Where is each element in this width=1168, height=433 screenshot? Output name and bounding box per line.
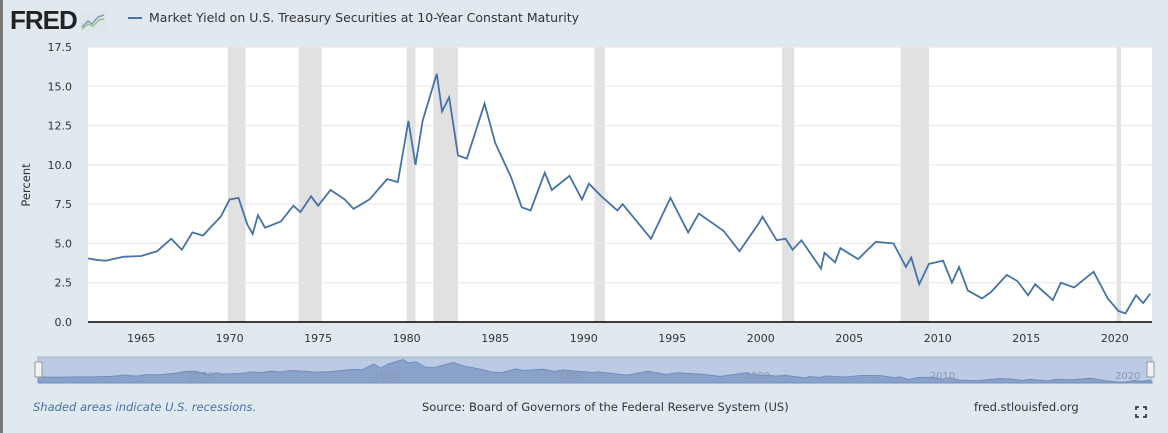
recession-note: Shaded areas indicate U.S. recessions. xyxy=(33,400,257,414)
y-tick-label: 17.5 xyxy=(48,41,73,54)
navigator-handle[interactable] xyxy=(34,361,43,378)
x-tick-label: 2000 xyxy=(747,332,775,345)
fred-logo[interactable]: FRED xyxy=(10,5,106,36)
y-tick-label: 12.5 xyxy=(48,120,73,133)
x-tick-label: 1965 xyxy=(127,332,155,345)
recession-band xyxy=(781,47,795,322)
legend-swatch xyxy=(128,16,142,19)
logo-text: FRED xyxy=(10,5,78,35)
source-text: Source: Board of Governors of the Federa… xyxy=(422,400,789,414)
recession-band xyxy=(433,47,459,322)
y-tick-label: 7.5 xyxy=(55,198,73,211)
chart: 0.0 2.5 5.0 7.5 10.0 12.5 15.0 17.5 1965 1970 1975… xyxy=(19,41,1155,384)
navigator-handle[interactable] xyxy=(1146,361,1155,378)
recession-band xyxy=(406,47,416,322)
recession-band xyxy=(298,47,322,322)
legend-item[interactable]: Market Yield on U.S. Treasury Securities… xyxy=(128,10,579,25)
recession-band xyxy=(1116,47,1122,322)
navigator-label: 2020 xyxy=(1115,371,1140,382)
x-tick-label: 1975 xyxy=(304,332,332,345)
x-tick-label: 1980 xyxy=(393,332,421,345)
navigator-label: 1990 xyxy=(559,371,584,382)
x-tick-label: 1995 xyxy=(658,332,686,345)
x-tick-label: 1985 xyxy=(481,332,509,345)
y-tick-label: 5.0 xyxy=(55,237,73,250)
x-tick-label: 2005 xyxy=(835,332,863,345)
recession-band xyxy=(594,47,605,322)
legend-label: Market Yield on U.S. Treasury Securities… xyxy=(149,10,580,25)
x-tick-label: 1970 xyxy=(216,332,244,345)
x-tick-label: 2020 xyxy=(1101,332,1129,345)
recession-band xyxy=(900,47,929,322)
fullscreen-icon[interactable] xyxy=(1135,406,1147,418)
navigator-label: 2000 xyxy=(744,371,769,382)
window-edge xyxy=(0,0,3,433)
navigator-label: 2010 xyxy=(930,371,955,382)
y-tick-label: 2.5 xyxy=(55,277,73,290)
chart-logo-icon xyxy=(79,11,106,31)
navigator-label: 1980 xyxy=(374,371,399,382)
x-tick-label: 2015 xyxy=(1012,332,1040,345)
y-axis-label: Percent xyxy=(19,163,33,207)
site-link[interactable]: fred.stlouisfed.org xyxy=(974,400,1079,414)
recession-band xyxy=(227,47,246,322)
x-tick-label: 2010 xyxy=(924,332,952,345)
navigator-area xyxy=(37,358,1153,384)
plot-area xyxy=(88,47,1152,322)
y-tick-label: 0.0 xyxy=(55,316,73,329)
y-tick-label: 10.0 xyxy=(48,159,73,172)
series-line xyxy=(87,73,1151,315)
x-tick-label: 1990 xyxy=(570,332,598,345)
y-tick-label: 15.0 xyxy=(48,80,73,93)
navigator-label: 1970 xyxy=(188,371,213,382)
